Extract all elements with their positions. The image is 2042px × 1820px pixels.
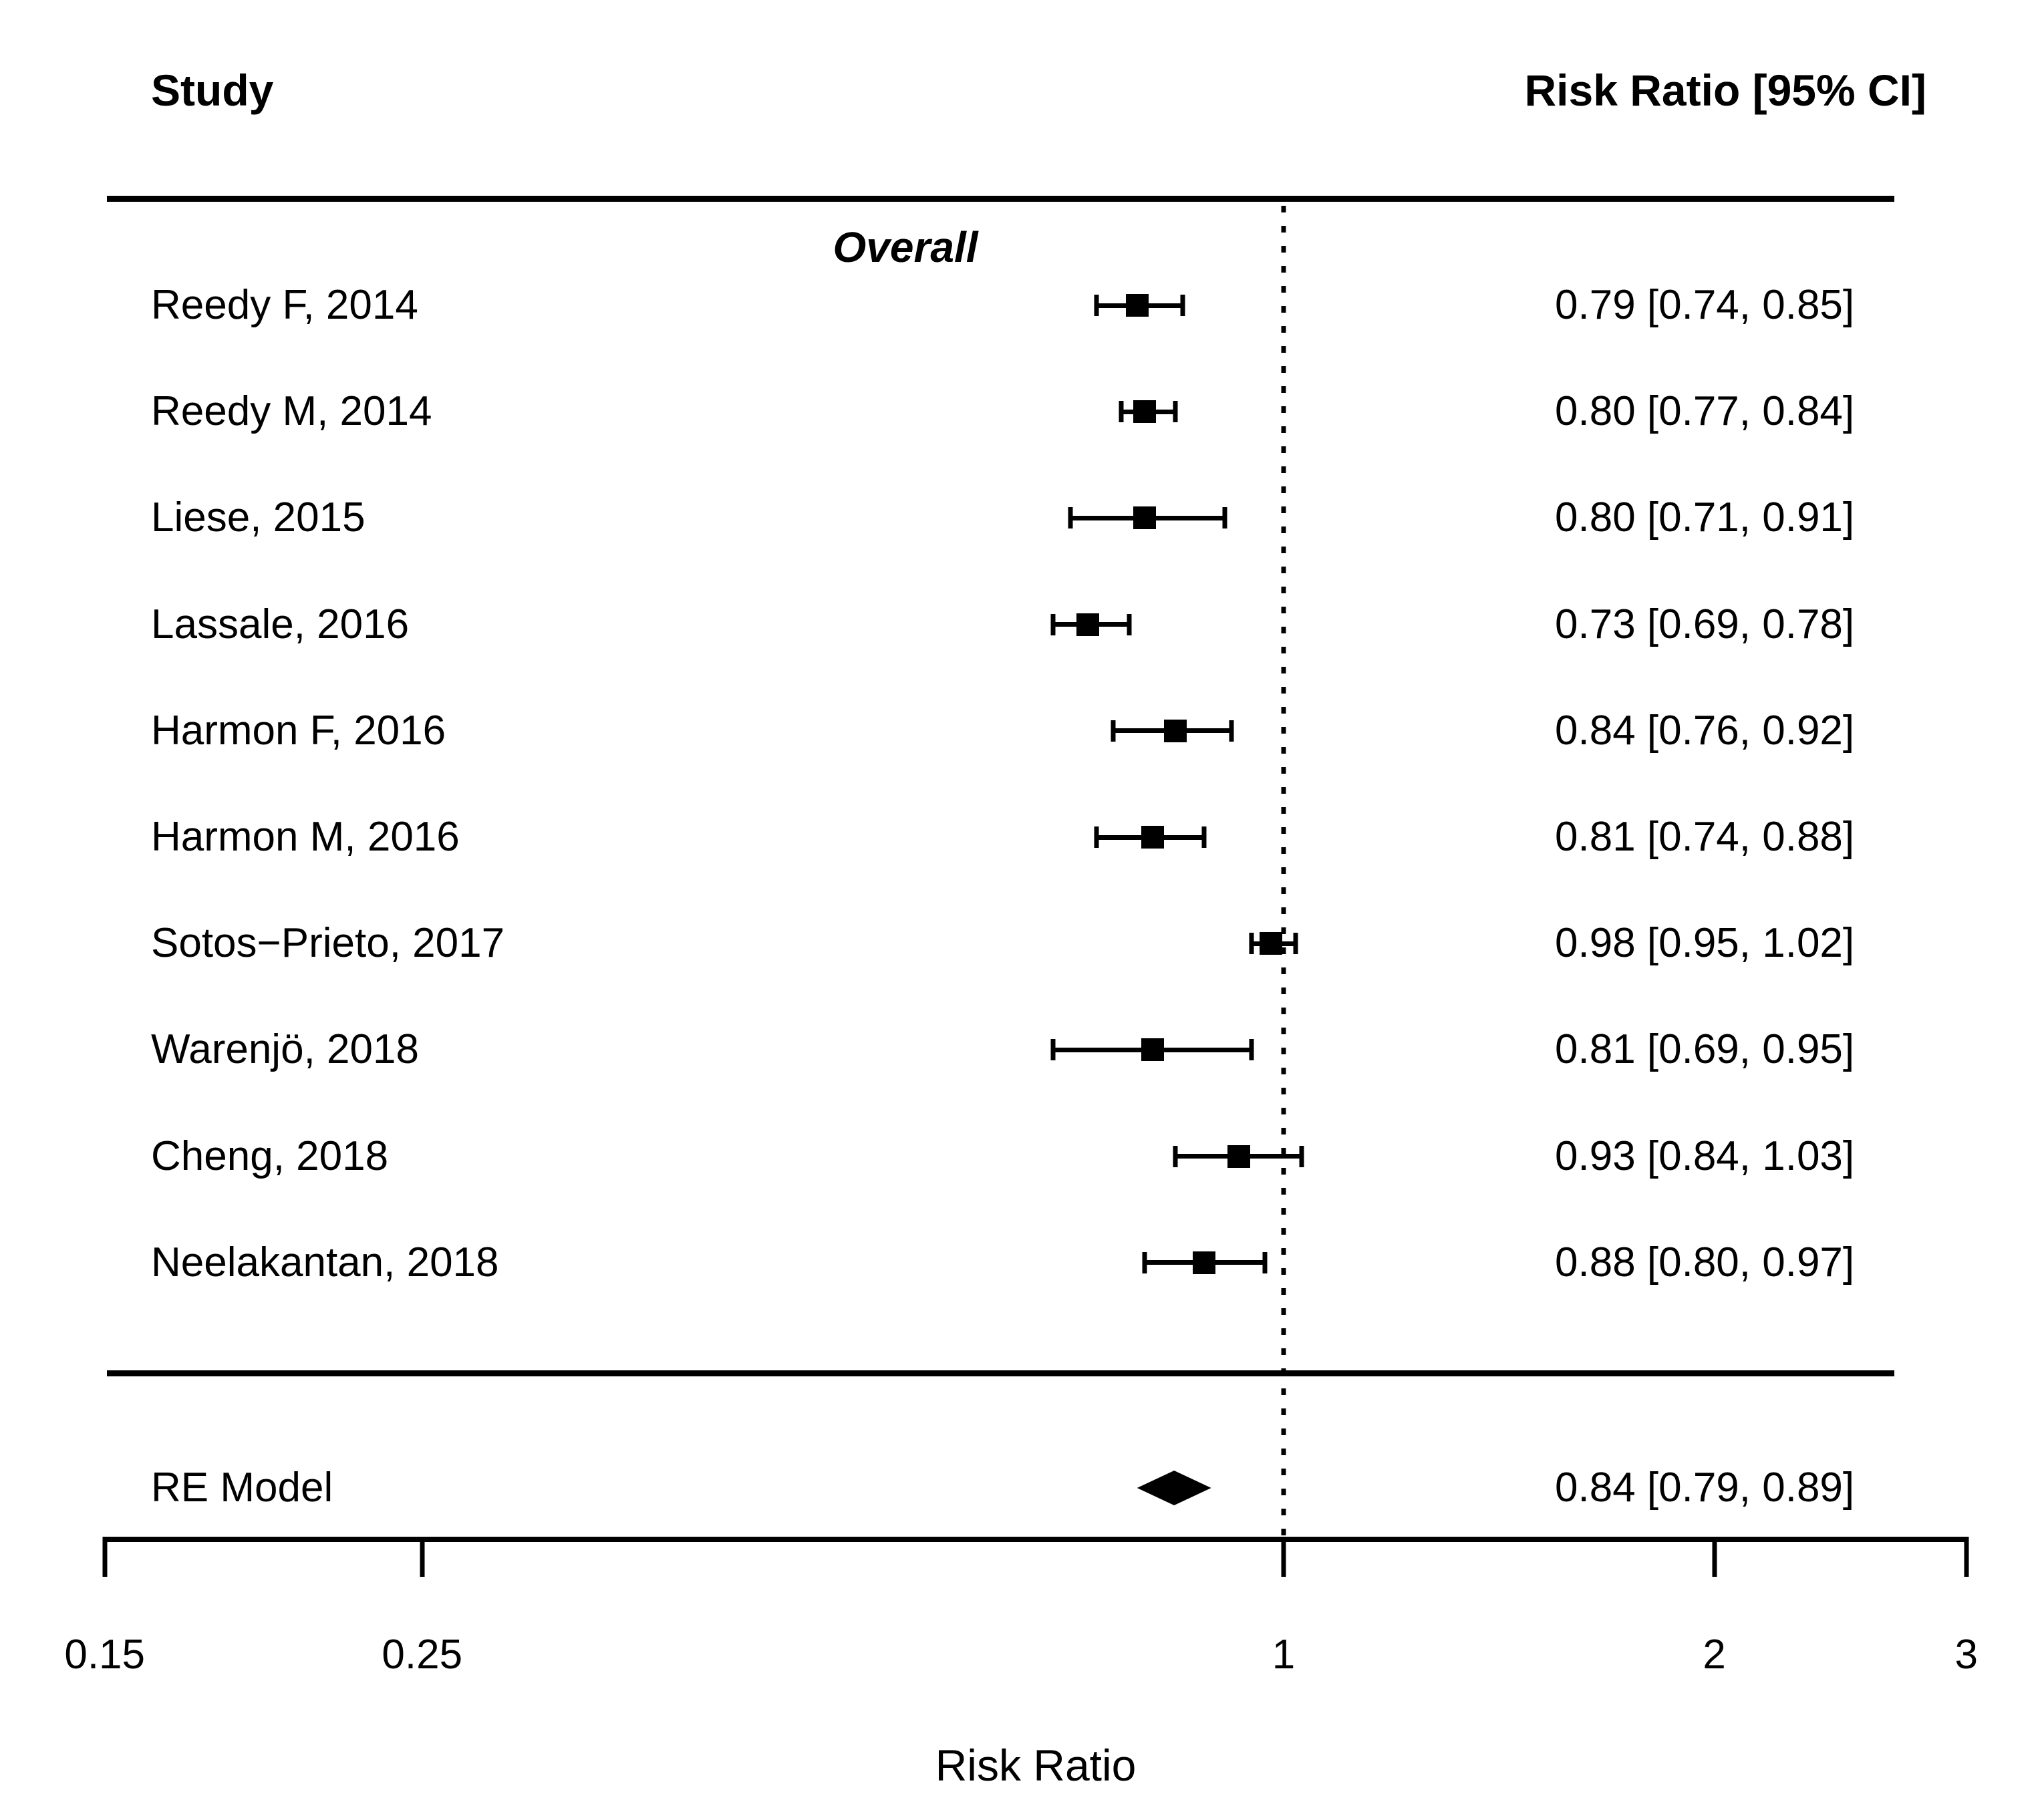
study-label: Reedy M, 2014 [151, 388, 432, 435]
x-axis-tick [1281, 1537, 1286, 1577]
x-axis-tick-label: 0.25 [382, 1632, 463, 1678]
ci-cap-low [1094, 826, 1099, 848]
summary-label: RE Model [151, 1465, 333, 1511]
x-axis-title: Risk Ratio [935, 1740, 1137, 1790]
estimate-text: 0.93 [0.84, 1.03] [1555, 1132, 1855, 1179]
point-estimate-square [1141, 826, 1165, 849]
x-axis-tick [1712, 1537, 1717, 1577]
study-label: Cheng, 2018 [151, 1132, 389, 1179]
ci-cap-high [1299, 1145, 1304, 1167]
point-estimate-square [1141, 1038, 1165, 1062]
x-axis-tick [1964, 1537, 1969, 1577]
ci-cap-low [1119, 401, 1124, 423]
study-label: Warenjö, 2018 [151, 1026, 419, 1073]
top-rule [107, 196, 1894, 202]
column-header-study: Study [151, 65, 274, 115]
point-estimate-square [1125, 294, 1149, 317]
estimate-text: 0.80 [0.77, 0.84] [1555, 388, 1855, 435]
ci-cap-low [1050, 613, 1056, 635]
x-axis-tick-label: 0.15 [64, 1632, 146, 1678]
ci-cap-low [1068, 507, 1073, 529]
group-label-overall: Overall [833, 223, 978, 271]
study-label: Lassale, 2016 [151, 601, 410, 647]
ci-cap-low [1111, 720, 1116, 742]
ci-cap-low [1173, 1145, 1178, 1167]
estimate-text: 0.73 [0.69, 0.78] [1555, 601, 1855, 647]
x-axis-tick-label: 3 [1954, 1632, 1978, 1678]
point-estimate-square [1163, 719, 1187, 742]
study-label: Harmon F, 2016 [151, 707, 446, 754]
point-estimate-square [1193, 1251, 1216, 1274]
ci-cap-low [1249, 933, 1254, 955]
x-axis-tick-label: 1 [1272, 1632, 1296, 1678]
study-label: Reedy F, 2014 [151, 282, 418, 328]
estimate-text: 0.81 [0.74, 0.88] [1555, 814, 1855, 860]
point-estimate-square [1260, 932, 1283, 955]
point-estimate-square [1133, 506, 1157, 530]
study-label: Neelakantan, 2018 [151, 1239, 499, 1285]
ci-cap-high [1222, 507, 1227, 529]
point-estimate-square [1076, 613, 1100, 636]
x-axis-tick [420, 1537, 425, 1577]
ci-cap-high [1201, 826, 1207, 848]
estimate-text: 0.79 [0.74, 0.85] [1555, 282, 1855, 328]
ci-cap-low [1050, 1039, 1056, 1061]
estimate-text: 0.81 [0.69, 0.95] [1555, 1026, 1855, 1073]
estimate-text: 0.98 [0.95, 1.02] [1555, 920, 1855, 967]
estimate-text: 0.84 [0.76, 0.92] [1555, 707, 1855, 754]
x-axis-tick-label: 2 [1703, 1632, 1726, 1678]
ci-cap-low [1142, 1251, 1147, 1273]
estimate-text: 0.88 [0.80, 0.97] [1555, 1239, 1855, 1285]
column-header-risk-ratio-ci: Risk Ratio [95% CI] [1524, 65, 1926, 115]
summary-estimate-text: 0.84 [0.79, 0.89] [1555, 1465, 1855, 1511]
separator-rule [107, 1370, 1894, 1376]
ci-cap-high [1262, 1251, 1268, 1273]
ci-cap-high [1180, 295, 1185, 316]
study-label: Sotos−Prieto, 2017 [151, 920, 505, 967]
study-label: Harmon M, 2016 [151, 814, 460, 860]
ci-cap-high [1293, 933, 1298, 955]
x-axis-line [104, 1537, 1966, 1542]
point-estimate-square [1227, 1145, 1250, 1168]
x-axis-tick [102, 1537, 108, 1577]
ci-cap-high [1249, 1039, 1254, 1061]
reference-line-rr-1 [1281, 206, 1286, 1537]
estimate-text: 0.80 [0.71, 0.91] [1555, 494, 1855, 541]
point-estimate-square [1133, 400, 1157, 424]
ci-cap-low [1094, 295, 1099, 316]
ci-cap-high [1127, 613, 1132, 635]
ci-cap-high [1229, 720, 1234, 742]
study-label: Liese, 2015 [151, 494, 366, 541]
ci-cap-high [1173, 401, 1178, 423]
